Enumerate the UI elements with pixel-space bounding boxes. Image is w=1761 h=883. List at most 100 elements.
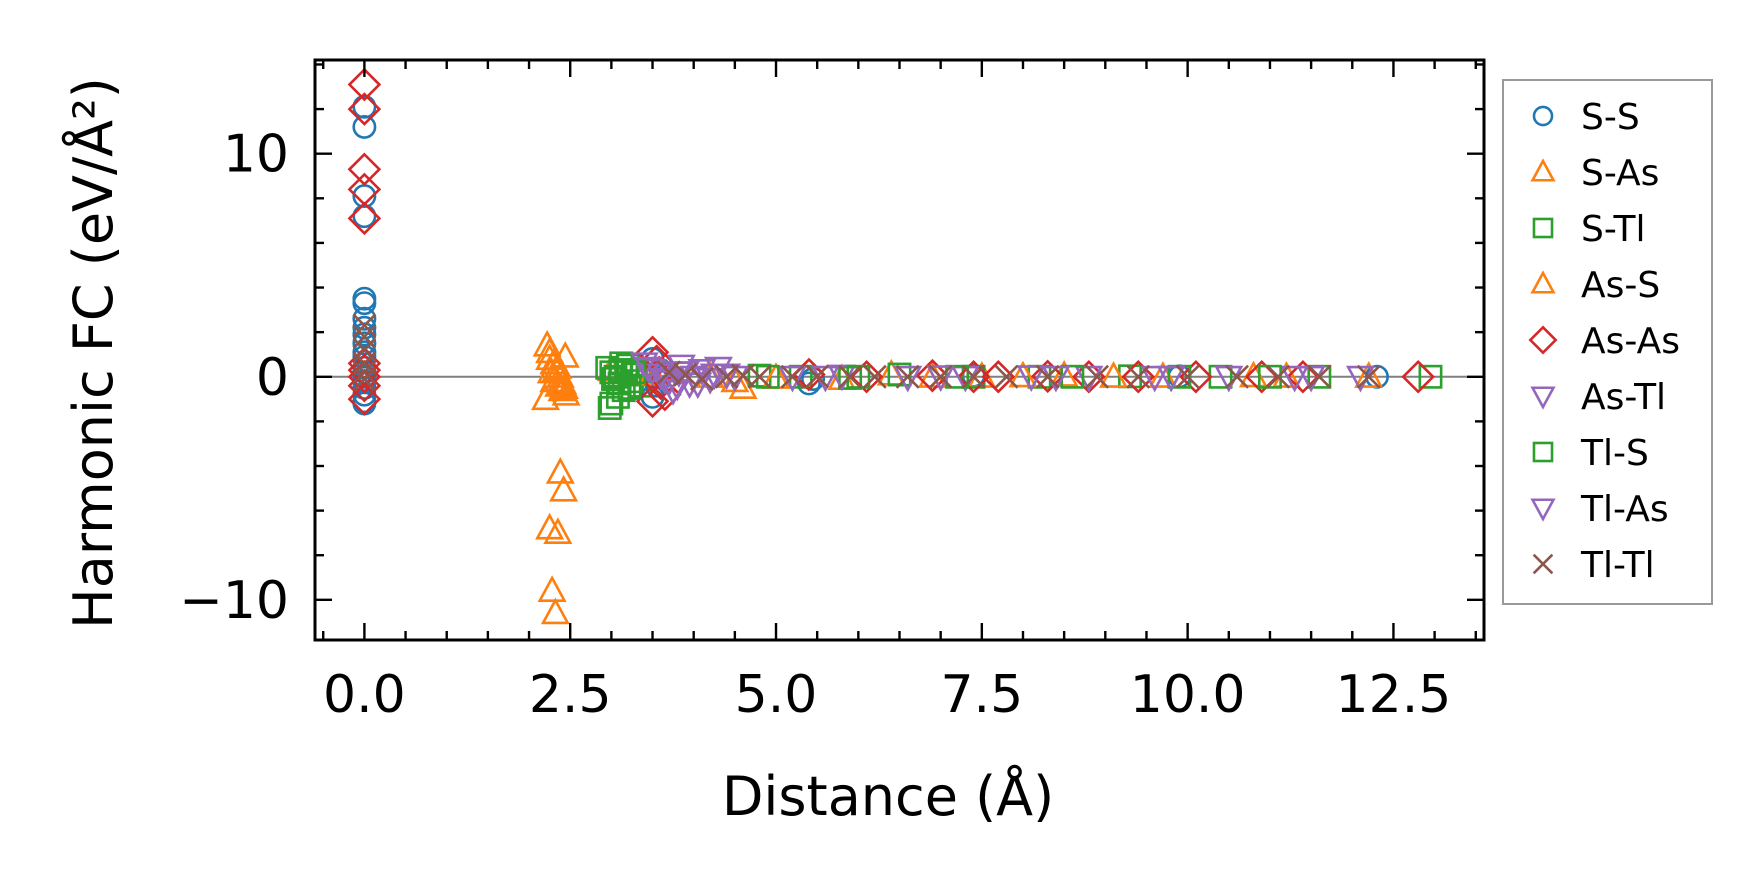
legend-marker — [1532, 217, 1554, 239]
legend-label: S-As — [1581, 153, 1659, 194]
data-point — [347, 201, 382, 236]
data-point — [981, 359, 1016, 394]
x-tick-label: 7.5 — [940, 665, 1023, 725]
data-point — [1016, 365, 1046, 393]
data-point — [1354, 361, 1384, 388]
legend-item: S-As — [1530, 153, 1659, 194]
data-point — [352, 204, 377, 229]
data-point — [1225, 364, 1249, 389]
data-point — [1401, 359, 1435, 394]
legend-label: Tl-As — [1580, 489, 1669, 530]
data-point — [658, 379, 688, 406]
data-point — [862, 364, 887, 389]
data-point — [805, 364, 830, 389]
data-point — [673, 362, 698, 387]
data-point — [1121, 359, 1156, 394]
data-point — [777, 365, 808, 393]
x-tick-label: 5.0 — [735, 665, 818, 725]
legend-item: As-As — [1528, 321, 1680, 362]
legend-item: Tl-S — [1532, 433, 1649, 474]
legend-item: Tl-As — [1530, 489, 1669, 530]
data-point — [352, 114, 377, 139]
data-point — [1175, 364, 1200, 389]
data-point — [1030, 359, 1065, 394]
data-point — [915, 358, 950, 393]
data-point — [1049, 359, 1079, 387]
x-tick-label: 10.0 — [1130, 665, 1246, 725]
data-point — [551, 378, 581, 406]
data-point — [352, 291, 377, 316]
data-point — [1280, 365, 1310, 393]
x-tick-label: 2.5 — [529, 665, 612, 725]
data-point — [1126, 364, 1151, 389]
axes-frame — [313, 58, 1486, 642]
data-point — [1035, 364, 1060, 389]
data-point — [699, 363, 729, 391]
data-point — [549, 474, 579, 502]
legend-item: S-S — [1532, 97, 1640, 138]
legend-label: As-S — [1581, 265, 1660, 306]
data-point — [635, 384, 670, 419]
legend-frame — [1502, 79, 1713, 605]
legend-item: As-S — [1530, 265, 1660, 306]
data-point — [617, 375, 642, 400]
y-axis-label: Harmonic FC (eV/Å²) — [61, 77, 125, 629]
data-point — [961, 364, 986, 389]
y-tick-label: 10 — [223, 125, 289, 185]
data-point — [994, 364, 1019, 389]
data-point — [540, 597, 570, 625]
data-point — [347, 382, 382, 416]
data-point — [599, 391, 624, 416]
data-point — [1085, 364, 1110, 389]
legend-item: S-Tl — [1532, 209, 1646, 250]
data-point — [347, 92, 382, 126]
legend: S-S S-As S-Tl As-S As-As As-Tl Tl-S Tl-As Tl-Tl — [1502, 79, 1713, 605]
data-point — [1140, 365, 1170, 393]
data-point — [893, 365, 923, 393]
legend-label: Tl-Tl — [1580, 545, 1655, 586]
legend-marker — [1532, 105, 1554, 127]
data-point — [352, 360, 377, 385]
x-axis-label: Distance (Å) — [722, 764, 1054, 828]
legend-label: As-Tl — [1581, 377, 1666, 418]
legend-marker — [1530, 498, 1556, 522]
data-point — [956, 359, 991, 394]
data-point — [535, 512, 565, 540]
data-point — [352, 306, 377, 331]
data-point — [1266, 364, 1291, 389]
legend-marker — [1532, 553, 1554, 575]
data-point — [1179, 359, 1213, 394]
data-point — [1008, 360, 1038, 388]
axes: 0.0 2.5 5.0 7.5 10.0 12.5 −10 0 10 — [179, 58, 1486, 725]
plot-area — [315, 67, 1484, 625]
data-point — [635, 335, 670, 370]
data-point — [838, 364, 863, 389]
legend-label: S-S — [1581, 97, 1640, 138]
data-point — [536, 356, 566, 384]
legend-label: Tl-S — [1580, 433, 1649, 474]
legend-marker — [1528, 325, 1558, 355]
legend-item: As-Tl — [1530, 377, 1666, 418]
x-tick-label: 12.5 — [1336, 665, 1452, 725]
data-point — [1257, 364, 1282, 389]
data-point — [608, 358, 633, 383]
legend-label: S-Tl — [1581, 209, 1646, 250]
data-point — [1156, 365, 1186, 393]
data-point — [1356, 364, 1381, 389]
data-point — [1418, 364, 1443, 389]
legend-marker — [1530, 158, 1556, 182]
legend-marker — [1532, 441, 1554, 463]
data-point — [846, 364, 871, 389]
data-point — [689, 367, 714, 391]
data-point — [755, 364, 780, 389]
data-point — [352, 94, 377, 119]
data-point — [543, 517, 573, 544]
data-point — [545, 456, 575, 484]
data-point — [347, 67, 382, 102]
data-point — [1099, 361, 1129, 388]
data-point — [550, 340, 580, 368]
data-point — [926, 365, 956, 393]
x-tick-label: 0.0 — [323, 665, 406, 725]
data-point — [747, 364, 772, 389]
